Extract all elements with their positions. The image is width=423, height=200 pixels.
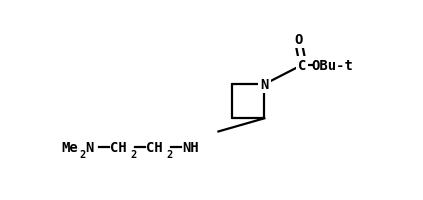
Text: NH: NH <box>182 140 199 154</box>
Text: 2: 2 <box>166 149 172 159</box>
Text: CH: CH <box>110 140 127 154</box>
Text: Me: Me <box>61 140 78 154</box>
Text: 2: 2 <box>79 149 85 159</box>
Text: OBu-t: OBu-t <box>312 59 354 73</box>
Text: N: N <box>260 78 269 92</box>
Text: 2: 2 <box>130 149 136 159</box>
Text: C: C <box>298 59 306 73</box>
Text: O: O <box>294 32 303 46</box>
Text: N: N <box>85 140 94 154</box>
Text: CH: CH <box>146 140 163 154</box>
